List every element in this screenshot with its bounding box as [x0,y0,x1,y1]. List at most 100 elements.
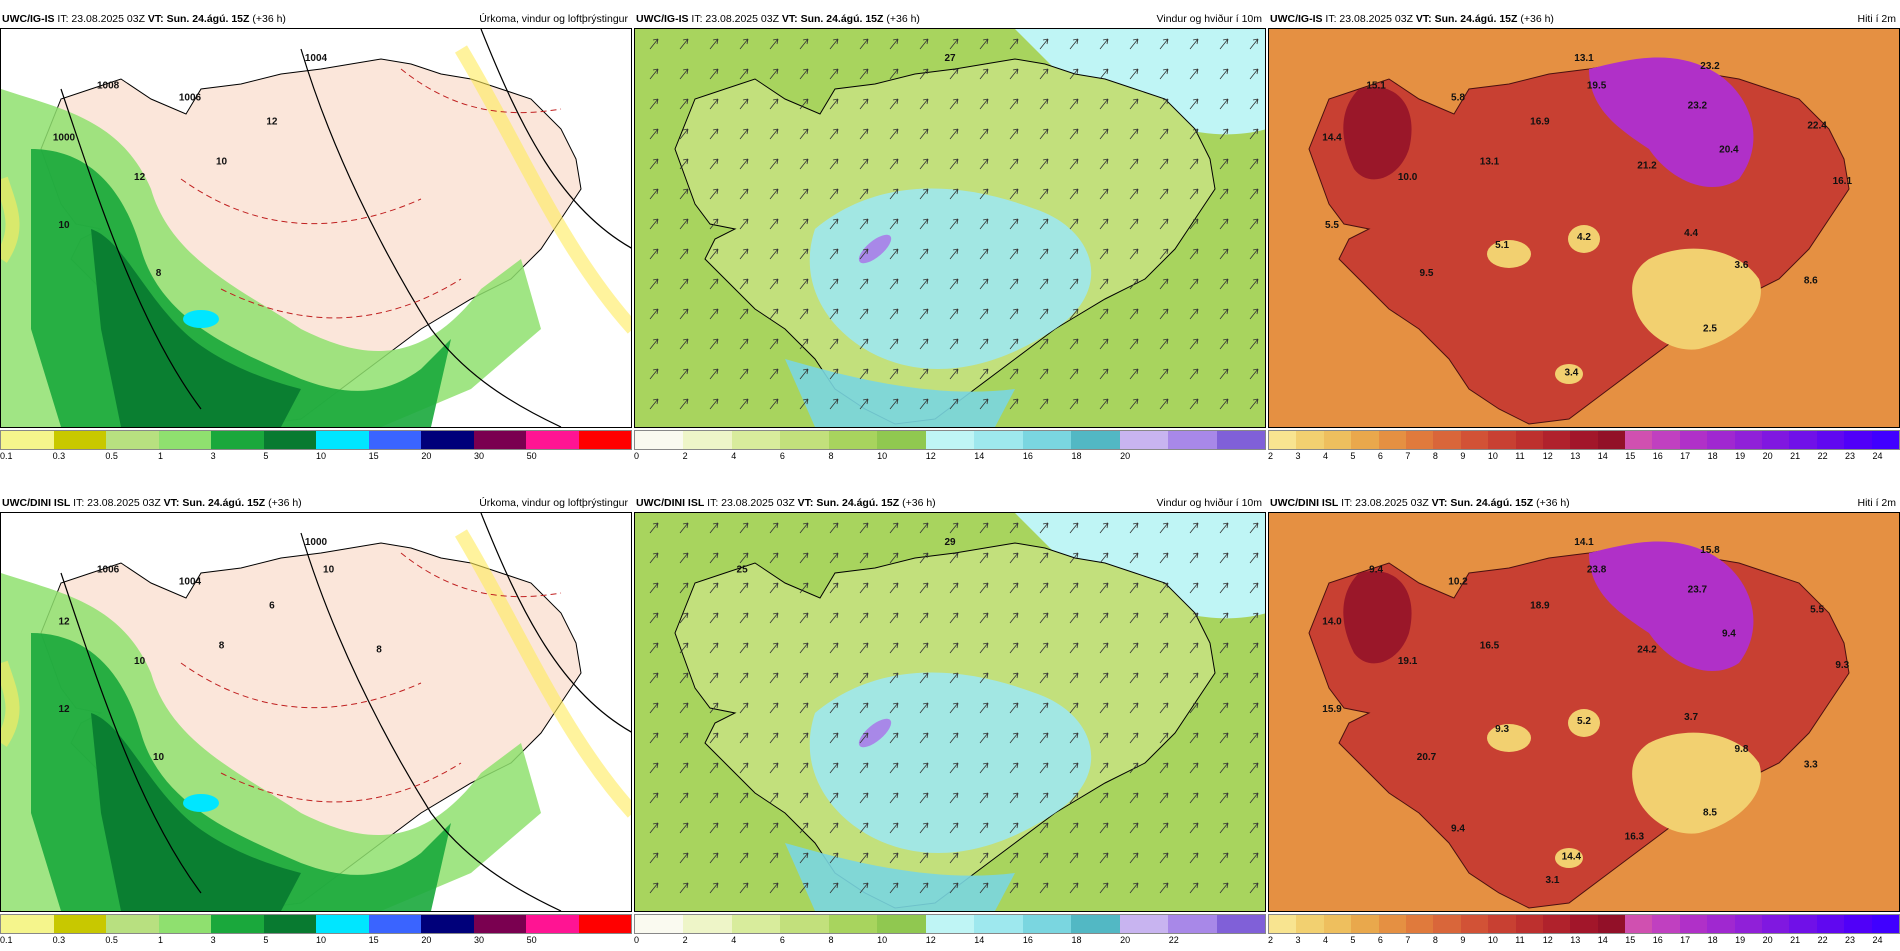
temperature-contours [180,552,562,803]
wind-arrow [709,98,719,110]
wind-zone-strong-ne [1015,29,1265,135]
wind-arrow [1009,68,1019,80]
it-label: IT: [1338,497,1356,509]
wind-arrow [829,822,839,834]
temp-zone-warm-ne [1589,541,1754,672]
wind-arrow [1219,338,1229,350]
wind-arrow [799,398,809,410]
wind-arrow [1249,642,1259,654]
wind-arrow [739,792,749,804]
wind-arrow [769,732,779,744]
wind-arrow [889,702,899,714]
wind-arrow [649,792,659,804]
panel-run-info: UWC/DINI ISL IT: 23.08.2025 03Z VT: Sun.… [2,494,302,512]
wind-arrow [1099,278,1109,290]
wind-arrow [919,702,929,714]
map-value-label: 9.3 [1835,660,1849,671]
map-value-label: 9.3 [1495,724,1509,735]
wind-arrow [1039,308,1049,320]
wind-arrow [1099,882,1109,894]
wind-arrow [1099,128,1109,140]
map-value-label: 16.1 [1833,176,1853,187]
wind-arrow [649,278,659,290]
color-scale-tick: 21 [1790,935,1801,945]
wind-arrow [859,188,869,200]
wind-arrow [979,38,989,50]
color-scale-swatch [1515,915,1543,933]
color-scale-tick: 22 [1168,935,1179,945]
panel-title: Vindur og hviður í 10m [1156,13,1262,25]
color-scale-tick: 18 [1707,451,1718,461]
color-scale-swatch [974,915,1023,933]
color-scale-tick: 5 [263,935,269,945]
wind-arrow [1159,398,1169,410]
wind-arrow [1159,218,1169,230]
color-scale-swatch [1378,431,1406,449]
wind-arrow [799,188,809,200]
wind-arrow [1189,338,1199,350]
color-scale-tick: 3 [1295,935,1301,945]
color-scale-tick: 18 [1071,451,1082,461]
wind-arrows [649,522,1259,894]
wind-arrow [1129,672,1139,684]
forecast-map: 14.1 9.4 10.2 14.0 19.1 15.9 20.7 16.5 18.9 23.8 2… [1268,512,1900,912]
color-scale-swatch [1488,431,1516,449]
wind-arrow [649,248,659,260]
map-value-label: 20.4 [1719,144,1739,155]
color-scale-swatch [1,431,54,449]
wind-arrow [859,612,869,624]
wind-arrow [1069,582,1079,594]
precip-area-intense [183,794,219,812]
wind-arrow [889,612,899,624]
wind-arrow [1249,762,1259,774]
wind-arrow [1009,642,1019,654]
wind-arrow [1009,672,1019,684]
wind-arrow [919,398,929,410]
color-scale-swatch [1844,431,1872,449]
wind-arrow [1069,732,1079,744]
wind-arrow [1039,612,1049,624]
gust-max-area [858,718,892,748]
color-scale-tick: 24 [1872,451,1883,461]
color-scale-swatch [731,915,781,933]
wind-arrow [1129,582,1139,594]
wind-arrow [1039,338,1049,350]
color-scale-tick: 8 [1432,935,1438,945]
wind-arrow [1009,248,1019,260]
wind-arrow [979,188,989,200]
wind-arrow [919,68,929,80]
wind-arrow [739,762,749,774]
wind-arrows [649,38,1259,410]
color-scale-tick: 17 [1680,935,1691,945]
wind-arrow [1219,642,1229,654]
init-time: 23.08.2025 03Z [1355,497,1432,509]
wind-arrow [1189,582,1199,594]
wind-arrow [739,188,749,200]
color-scale-tick: 16 [1652,451,1663,461]
color-scale-tick: 9 [1460,935,1466,945]
wind-arrow [769,38,779,50]
wind-arrow [859,218,869,230]
map-value-label: 12 [266,117,278,128]
wind-arrow [829,68,839,80]
map-value-label: 12 [58,616,70,627]
color-scale-tick: 6 [779,451,785,461]
wind-arrow [1099,852,1109,864]
wind-arrow [1099,38,1109,50]
wind-arrow [949,398,959,410]
map-value-label: 10 [58,220,70,231]
wind-arrow [829,582,839,594]
color-scale-swatch [1119,915,1169,933]
wind-arrow [739,398,749,410]
map-value-label: 1008 [97,81,120,92]
wind-arrow [889,672,899,684]
wind-arrow [1009,702,1019,714]
wind-arrow [949,68,959,80]
gust-max-area [858,234,892,264]
wind-arrow [1249,702,1259,714]
panel-title: Úrkoma, vindur og loftþrýstingur [479,497,628,509]
wind-arrow [679,702,689,714]
color-scale-tick: 1 [158,935,164,945]
model-name: UWC/IG-IS [636,13,689,25]
color-scale-tick: 20 [421,935,432,945]
